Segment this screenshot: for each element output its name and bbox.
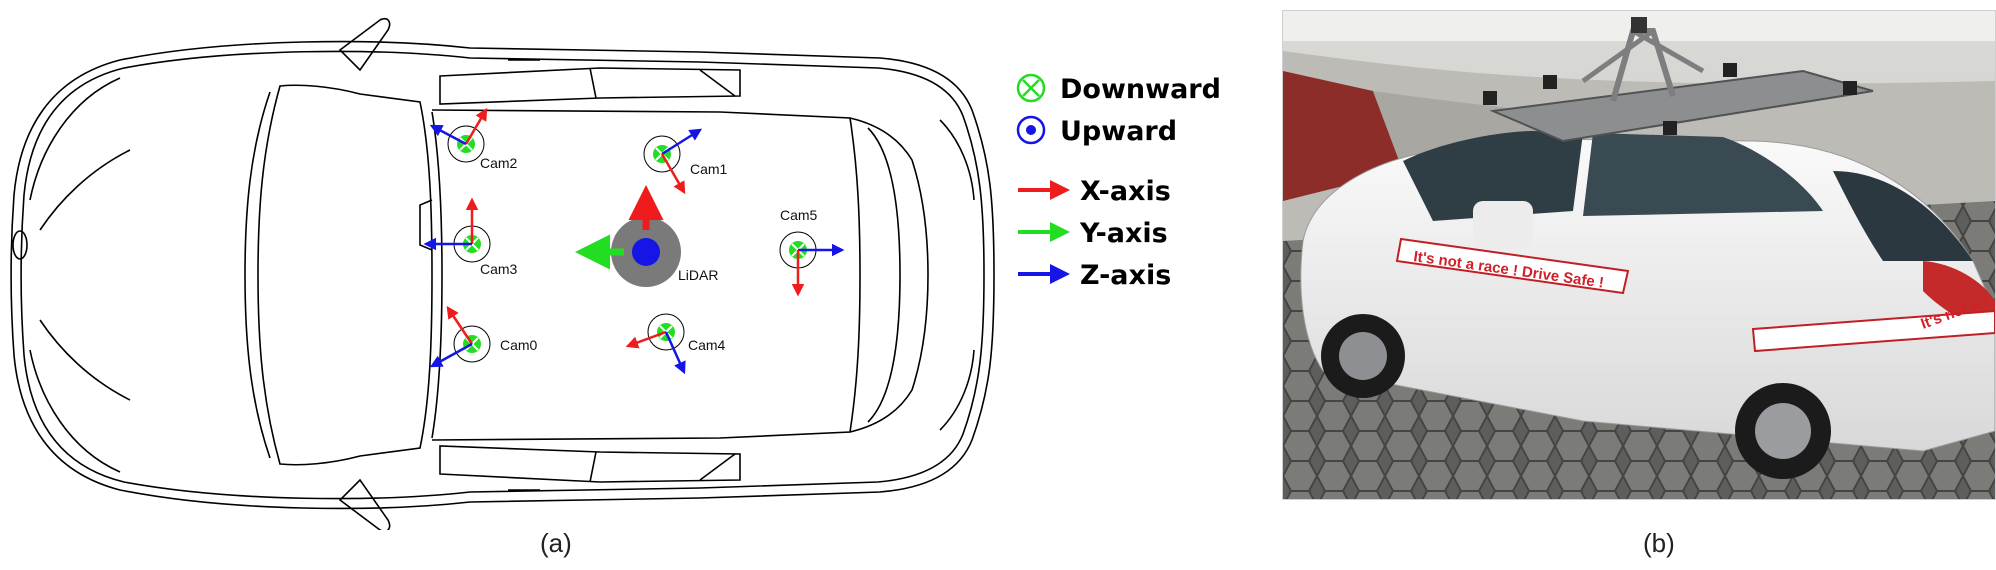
- lidar-label: LiDAR: [678, 267, 718, 283]
- camera-cam3: Cam3: [423, 197, 518, 277]
- legend: Downward Upward X-axis Y-axis Z-axis: [1016, 73, 1221, 291]
- camera-cam4: Cam4: [625, 313, 726, 375]
- car-photo-body: It's not a race ! Drive Safe ! It's not …: [1300, 17, 1995, 479]
- legend-x-axis: X-axis: [1080, 176, 1171, 207]
- camera-cam1: Cam1: [643, 128, 728, 195]
- legend-z-axis: Z-axis: [1080, 260, 1171, 291]
- caption-b: (b): [1643, 528, 1675, 558]
- camera-cam5: Cam5: [779, 207, 845, 297]
- lidar-sensor: LiDAR: [575, 185, 718, 287]
- legend-upward: Upward: [1060, 116, 1177, 147]
- cam4-label: Cam4: [688, 337, 726, 353]
- legend-y-axis: Y-axis: [1079, 218, 1168, 249]
- sensor-layout-diagram: LiDAR Cam2 Cam1 Cam3 Cam5: [10, 17, 1221, 533]
- car-outline: [10, 17, 995, 533]
- downward-icon: [1016, 73, 1046, 103]
- camera-cam0: Cam0: [429, 305, 538, 368]
- cam0-label: Cam0: [500, 337, 538, 353]
- cam3-label: Cam3: [480, 261, 518, 277]
- cam1-label: Cam1: [690, 161, 728, 177]
- upward-icon: [1016, 115, 1046, 145]
- cam5-label: Cam5: [780, 207, 818, 223]
- cam2-label: Cam2: [480, 155, 518, 171]
- vehicle-photo: It's not a race ! Drive Safe ! It's not …: [1282, 10, 1996, 500]
- camera-cam2: Cam2: [429, 107, 518, 171]
- caption-a: (a): [540, 528, 572, 558]
- legend-downward: Downward: [1060, 74, 1221, 105]
